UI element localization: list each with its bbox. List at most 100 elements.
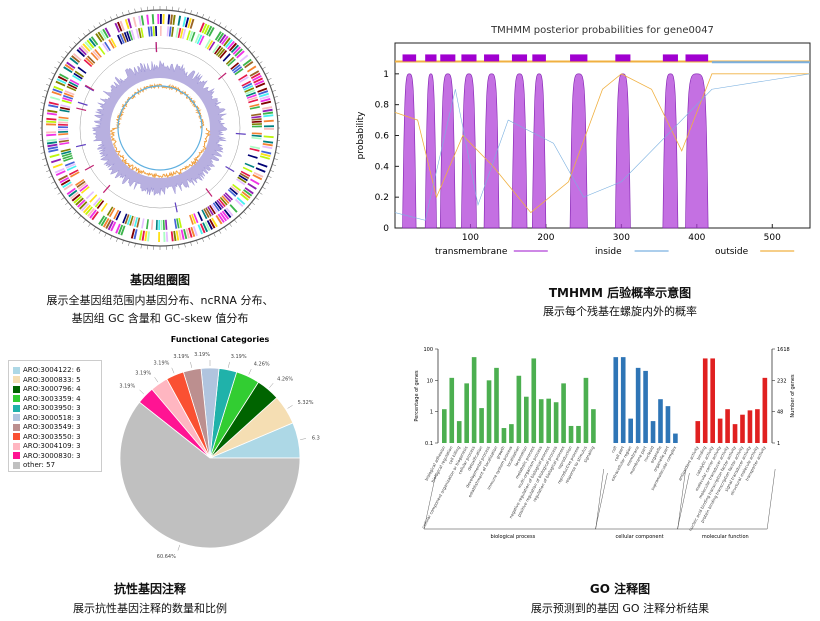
pie-label-leader	[287, 405, 293, 409]
genome-tick	[234, 33, 237, 37]
tmhmm-helix-area	[569, 73, 588, 229]
genome-cds-reverse	[137, 28, 142, 39]
genome-cds-forward	[50, 96, 61, 101]
genome-cds-forward	[107, 220, 114, 231]
genome-cds-reverse	[251, 120, 262, 123]
genome-cds-forward	[244, 60, 254, 69]
pie-slice-label: 4.26%	[277, 377, 293, 383]
pie-legend-label: ARO:3004109: 3	[23, 442, 81, 450]
genome-tick	[247, 206, 251, 210]
genome-cds-forward	[104, 27, 112, 38]
genome-tick	[255, 56, 259, 59]
genome-cds-forward	[46, 117, 57, 121]
genome-tick	[48, 175, 53, 178]
genome-cds-forward	[84, 41, 93, 51]
genome-tick	[93, 25, 96, 30]
genome-cds-reverse	[58, 130, 69, 133]
genome-cds-forward	[91, 211, 99, 221]
genome-cds-reverse	[251, 136, 262, 140]
genome-tick	[140, 7, 142, 12]
genome-cds-forward	[132, 16, 137, 28]
genome-cds-reverse	[64, 90, 75, 96]
genome-cds-reverse	[136, 217, 141, 228]
genome-cds-reverse	[122, 213, 128, 224]
genome-cds-forward	[53, 85, 64, 92]
go-bar	[561, 383, 566, 443]
genome-cds-forward	[183, 228, 188, 240]
genome-cds-reverse	[249, 103, 260, 108]
genome-cds-reverse	[72, 74, 82, 82]
genome-cds-forward	[130, 228, 136, 239]
genome-cds-forward	[138, 230, 143, 241]
genome-cds-forward	[56, 78, 67, 85]
tmhmm-helix-marker	[402, 54, 417, 62]
genome-cds-reverse	[224, 192, 233, 201]
go-bar	[628, 418, 633, 443]
genome-cds-reverse	[230, 62, 240, 70]
genome-cds-forward	[217, 213, 225, 223]
pie-label-leader	[171, 367, 175, 374]
genome-cds-reverse	[155, 26, 158, 37]
genome-cds-reverse	[249, 147, 260, 152]
genome-cds-forward	[206, 220, 213, 230]
genome-tick	[46, 170, 50, 172]
genome-cds-forward	[100, 216, 108, 227]
genome-cds-forward	[228, 42, 238, 52]
genome-cds-forward	[57, 75, 68, 82]
genome-cds-forward	[99, 30, 107, 40]
go-panel: 0.1 1 10 100 1 48 232 1618 Percentage of genes Nu…	[400, 335, 800, 555]
pie-label-leader	[228, 361, 230, 368]
pie-legend-item: ARO:3004122: 6	[13, 366, 81, 374]
go-bar	[613, 357, 619, 443]
genome-cds-reverse	[69, 79, 80, 86]
resistance-caption-title: 抗性基因注释	[113, 582, 186, 596]
genome-cds-reverse	[80, 186, 90, 194]
genome-tick	[265, 72, 269, 75]
genome-cds-reverse	[222, 53, 231, 62]
genome-cds-reverse	[168, 26, 172, 37]
go-bar	[531, 358, 537, 443]
go-category-label: growth	[495, 445, 506, 460]
genome-cds-reverse	[58, 116, 69, 120]
genome-cds-forward	[223, 37, 231, 47]
genome-ncrna-mark	[76, 107, 87, 111]
genome-cds-forward	[253, 77, 264, 84]
genome-cds-reverse	[147, 26, 151, 37]
genome-cds-reverse	[160, 219, 163, 230]
go-ytick-right-label: 1618	[777, 347, 790, 353]
genome-cds-reverse	[221, 195, 230, 204]
genome-tick	[116, 14, 118, 18]
go-group-bracket-edge	[423, 472, 437, 530]
genome-cds-reverse	[92, 50, 101, 60]
genome-cds-forward	[71, 193, 81, 202]
genome-cds-forward	[263, 128, 274, 130]
genome-cds-forward	[262, 108, 273, 113]
genome-cds-reverse	[106, 206, 114, 216]
genome-cds-reverse	[218, 198, 226, 208]
genome-cds-reverse	[246, 94, 257, 99]
genome-cds-forward	[178, 230, 182, 241]
tmhmm-ytick-label: 0.2	[375, 193, 389, 203]
pie-slice	[119, 401, 301, 549]
pie-legend-item: ARO:3003359: 4	[13, 395, 81, 403]
genome-cds-reverse	[63, 92, 74, 98]
pie-legend-label: ARO:3000830: 3	[23, 451, 81, 460]
genome-cds-forward	[62, 181, 72, 189]
genome-cds-forward	[151, 14, 155, 25]
go-group-bracket-edge	[677, 472, 690, 530]
genome-cds-reverse	[59, 106, 71, 111]
genome-tick	[104, 19, 107, 23]
genome-cds-forward	[102, 218, 110, 228]
genome-tick	[238, 215, 242, 219]
genome-cds-forward	[98, 215, 106, 225]
tmhmm-helix-area	[461, 73, 477, 229]
genome-cds-reverse	[150, 219, 154, 230]
genome-cds-forward	[146, 14, 150, 25]
genome-cds-reverse	[60, 104, 71, 109]
genome-tick	[46, 84, 50, 86]
tmhmm-helix-marker	[484, 54, 500, 62]
genome-ncrna-mark	[235, 132, 246, 135]
genome-cds-forward	[58, 174, 68, 181]
genome-cds-reverse	[190, 31, 196, 42]
tmhmm-helix-marker	[685, 54, 709, 62]
